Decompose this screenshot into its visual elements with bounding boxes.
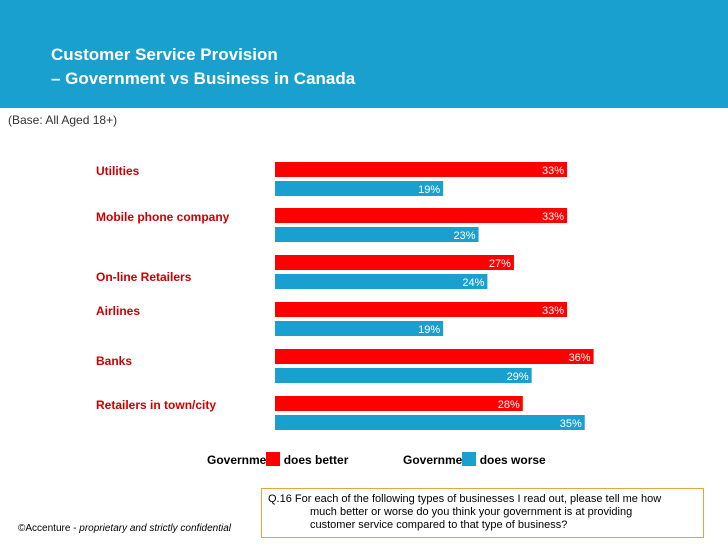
data-label: 33% [542, 211, 564, 223]
legend-swatch-better [266, 452, 281, 466]
data-label: 29% [507, 371, 529, 383]
question-box: Q.16 For each of the following types of … [261, 488, 704, 538]
bar-better [275, 349, 594, 364]
category-label: Banks [96, 354, 132, 368]
header-band: Customer Service Provision – Government … [0, 0, 728, 108]
bar-worse [275, 227, 479, 242]
question-line-2: much better or worse do you think your g… [310, 506, 633, 518]
bar-better [275, 302, 568, 317]
bar-better [275, 396, 523, 411]
data-label: 24% [462, 277, 484, 289]
data-label: 19% [418, 184, 440, 196]
copyright-prefix: ©Accenture - [18, 523, 80, 534]
page-title: Customer Service Provision [51, 45, 278, 64]
bar-worse [275, 321, 444, 336]
bar-worse [275, 181, 444, 196]
question-line-3: customer service compared to that type o… [310, 519, 568, 531]
bar-worse [275, 415, 585, 430]
category-label: Mobile phone company [96, 210, 230, 224]
question-line-1: Q.16 For each of the following types of … [268, 493, 662, 505]
legend-label-better-end: does better [280, 453, 349, 467]
legend-label-worse-end: does worse [476, 453, 546, 467]
data-label: 35% [560, 418, 582, 430]
legend-label-worse: Governme [403, 453, 463, 467]
data-label: 33% [542, 305, 564, 317]
bar-worse [275, 274, 488, 289]
data-label: 27% [489, 258, 511, 270]
data-label: 36% [569, 352, 591, 364]
page-subtitle: – Government vs Business in Canada [51, 69, 356, 88]
bar-better [275, 208, 568, 223]
copyright-note: ©Accenture - proprietary and strictly co… [18, 523, 231, 534]
data-label: 19% [418, 324, 440, 336]
legend-swatch-worse [462, 452, 477, 466]
data-label: 28% [498, 399, 520, 411]
category-label: Retailers in town/city [96, 398, 216, 412]
data-label: 23% [454, 230, 476, 242]
bar-better [275, 162, 568, 177]
bar-worse [275, 368, 532, 383]
legend-item-worse: Governme does worse [403, 452, 546, 467]
bar-better [275, 255, 514, 270]
category-label: Airlines [96, 304, 140, 318]
base-note: (Base: All Aged 18+) [8, 113, 118, 127]
copyright-italic: proprietary and strictly confidential [79, 523, 232, 534]
legend-item-better: Governme does better [207, 452, 348, 467]
category-label: On-line Retailers [96, 270, 192, 284]
legend-label-better: Governme [207, 453, 267, 467]
data-label: 33% [542, 165, 564, 177]
category-label: Utilities [96, 164, 140, 178]
